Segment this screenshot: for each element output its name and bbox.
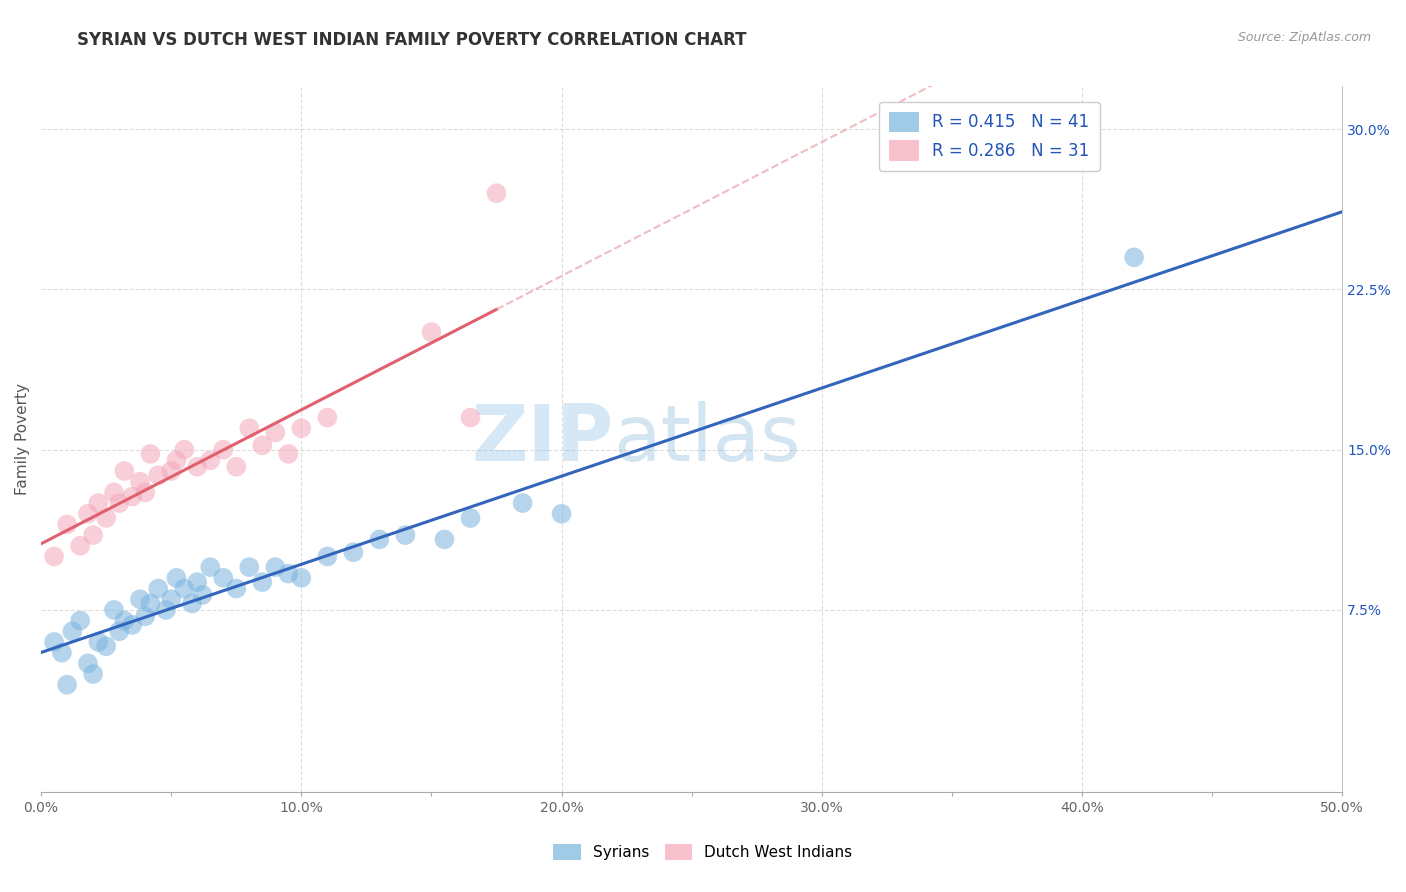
Point <box>155 603 177 617</box>
Point <box>290 571 312 585</box>
Point <box>212 442 235 457</box>
Text: SYRIAN VS DUTCH WEST INDIAN FAMILY POVERTY CORRELATION CHART: SYRIAN VS DUTCH WEST INDIAN FAMILY POVER… <box>77 31 747 49</box>
Point <box>56 517 79 532</box>
Point <box>225 459 247 474</box>
Point <box>121 490 143 504</box>
Point <box>277 566 299 581</box>
Point <box>173 582 195 596</box>
Point <box>96 511 118 525</box>
Point <box>139 597 162 611</box>
Point <box>550 507 572 521</box>
Point <box>181 597 204 611</box>
Point <box>112 464 135 478</box>
Point <box>51 646 73 660</box>
Text: atlas: atlas <box>613 401 801 477</box>
Point <box>103 485 125 500</box>
Point <box>460 410 482 425</box>
Point <box>56 678 79 692</box>
Y-axis label: Family Poverty: Family Poverty <box>15 383 30 495</box>
Legend: Syrians, Dutch West Indians: Syrians, Dutch West Indians <box>547 838 859 866</box>
Point <box>342 545 364 559</box>
Point <box>186 575 208 590</box>
Text: Source: ZipAtlas.com: Source: ZipAtlas.com <box>1237 31 1371 45</box>
Point <box>252 438 274 452</box>
Point <box>264 560 287 574</box>
Point <box>191 588 214 602</box>
Point <box>316 549 339 564</box>
Point <box>485 186 508 201</box>
Point <box>200 560 222 574</box>
Point <box>139 447 162 461</box>
Point <box>165 571 187 585</box>
Point <box>69 614 91 628</box>
Point <box>160 464 183 478</box>
Point <box>420 325 443 339</box>
Point <box>134 485 156 500</box>
Point <box>82 667 104 681</box>
Point <box>77 657 100 671</box>
Point <box>160 592 183 607</box>
Point <box>394 528 416 542</box>
Point <box>96 639 118 653</box>
Point <box>433 533 456 547</box>
Point <box>42 549 65 564</box>
Point <box>460 511 482 525</box>
Point <box>108 624 131 639</box>
Point <box>121 618 143 632</box>
Point <box>238 421 260 435</box>
Point <box>148 468 170 483</box>
Legend: R = 0.415   N = 41, R = 0.286   N = 31: R = 0.415 N = 41, R = 0.286 N = 31 <box>879 102 1099 170</box>
Point <box>134 609 156 624</box>
Point <box>512 496 534 510</box>
Point <box>87 496 110 510</box>
Point <box>316 410 339 425</box>
Point <box>290 421 312 435</box>
Text: ZIP: ZIP <box>471 401 613 477</box>
Point <box>165 453 187 467</box>
Point <box>77 507 100 521</box>
Point <box>103 603 125 617</box>
Point <box>277 447 299 461</box>
Point <box>129 592 152 607</box>
Point <box>87 635 110 649</box>
Point <box>368 533 391 547</box>
Point <box>264 425 287 440</box>
Point <box>42 635 65 649</box>
Point <box>252 575 274 590</box>
Point <box>186 459 208 474</box>
Point <box>225 582 247 596</box>
Point <box>238 560 260 574</box>
Point <box>173 442 195 457</box>
Point <box>112 614 135 628</box>
Point <box>108 496 131 510</box>
Point <box>69 539 91 553</box>
Point <box>212 571 235 585</box>
Point <box>200 453 222 467</box>
Point <box>60 624 83 639</box>
Point <box>129 475 152 489</box>
Point <box>82 528 104 542</box>
Point <box>1123 250 1146 264</box>
Point <box>148 582 170 596</box>
